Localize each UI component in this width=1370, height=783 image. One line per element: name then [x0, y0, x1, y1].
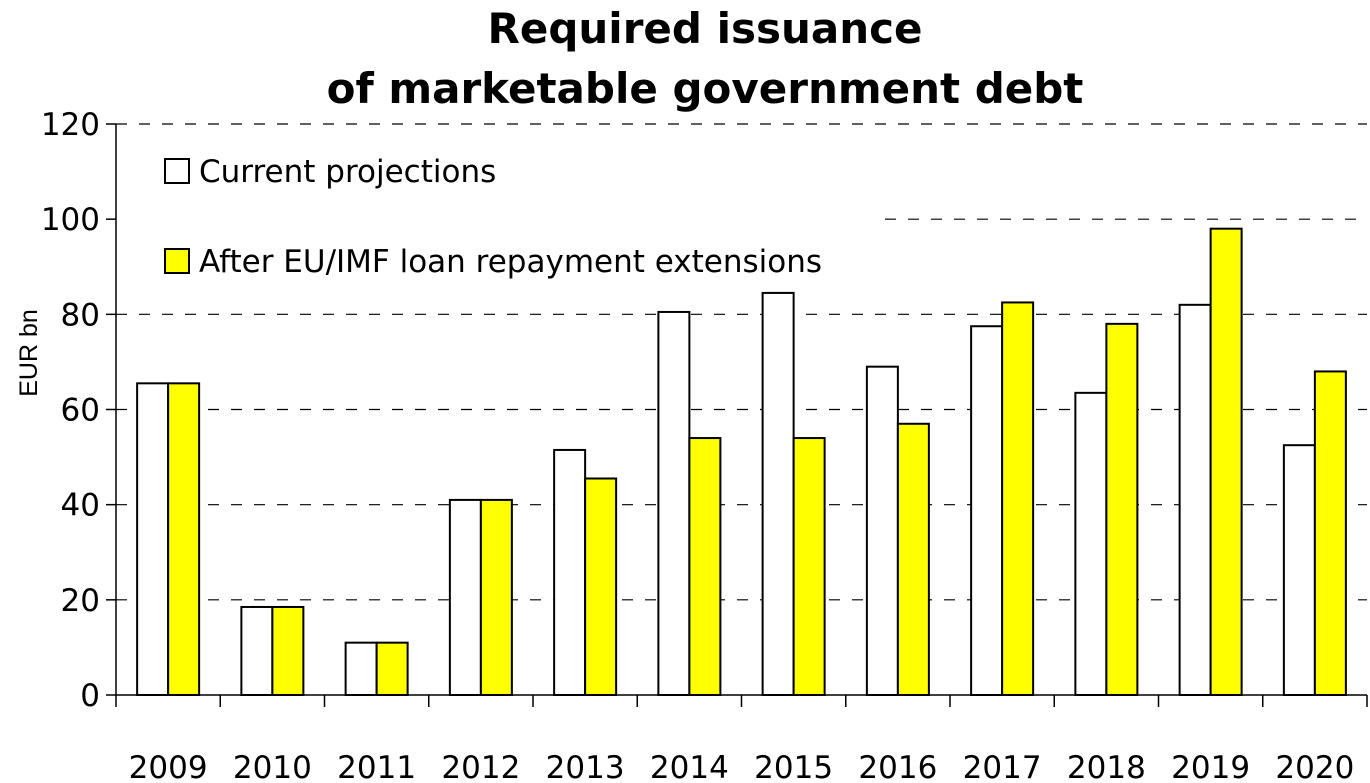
y-tick-label-40: 40: [61, 488, 100, 524]
x-tick-label-2015: 2015: [754, 750, 833, 783]
legend-swatch-after-eu-imf-extensions: [164, 248, 190, 274]
y-tick-label-20: 20: [61, 583, 100, 619]
bar-after-extensions-2019: [1209, 227, 1243, 697]
bar-after-extensions-2018: [1105, 322, 1139, 696]
y-tick-label-100: 100: [41, 202, 100, 238]
y-tick-label-0: 0: [80, 678, 100, 714]
gridlines: [116, 123, 1367, 601]
x-tick-label-2013: 2013: [546, 750, 625, 783]
bar-after-extensions-2015: [792, 437, 826, 696]
bar-current-projections-2015: [761, 291, 795, 696]
bar-after-extensions-2009: [167, 382, 201, 696]
bar-current-projections-2011: [344, 641, 378, 696]
bar-current-projections-2017: [970, 325, 1004, 696]
x-tick-label-2012: 2012: [441, 750, 520, 783]
x-tick-label-2018: 2018: [1067, 750, 1146, 783]
axes: [106, 123, 1368, 707]
chart-title-line-2: of marketable government debt: [327, 64, 1084, 113]
bar-after-extensions-2016: [896, 422, 930, 696]
bar-current-projections-2018: [1074, 391, 1108, 696]
bar-current-projections-2020: [1282, 444, 1316, 696]
legend-label-current-projections: Current projections: [199, 154, 496, 190]
x-tick-label-2019: 2019: [1171, 750, 1250, 783]
legend: Current projections After EU/IMF loan re…: [164, 154, 822, 280]
x-tick-label-2009: 2009: [129, 750, 208, 783]
legend-label-after-eu-imf-extensions: After EU/IMF loan repayment extensions: [199, 244, 822, 280]
x-tick-label-2016: 2016: [858, 750, 937, 783]
x-tick-label-2010: 2010: [233, 750, 312, 783]
x-tick-label-2020: 2020: [1275, 750, 1354, 783]
bar-current-projections-2016: [865, 365, 899, 696]
bar-current-projections-2009: [136, 382, 170, 696]
bars: [136, 227, 1347, 697]
bar-after-extensions-2014: [688, 437, 722, 696]
bar-current-projections-2014: [657, 310, 691, 696]
x-tick-label-2014: 2014: [650, 750, 729, 783]
bar-after-extensions-2010: [271, 605, 305, 696]
bar-after-extensions-2017: [1001, 301, 1035, 696]
x-tick-label-2017: 2017: [963, 750, 1042, 783]
bar-after-extensions-2012: [479, 498, 513, 696]
tick-labels: 0 20 40 60 80 100 120 2009 2010 2011 2012 2013 2014 2…: [41, 107, 1355, 783]
bar-after-extensions-2020: [1313, 370, 1347, 696]
bar-after-extensions-2011: [375, 641, 409, 696]
y-axis-label: EUR bn: [15, 309, 43, 397]
bar-current-projections-2019: [1178, 303, 1212, 696]
y-tick-label-60: 60: [61, 393, 100, 429]
bar-current-projections-2012: [448, 498, 482, 696]
x-tick-label-2011: 2011: [337, 750, 416, 783]
bar-current-projections-2013: [553, 448, 587, 696]
bar-after-extensions-2013: [584, 477, 618, 696]
bar-current-projections-2010: [240, 605, 274, 696]
chart-title-line-1: Required issuance: [488, 4, 923, 53]
y-tick-label-80: 80: [61, 297, 100, 333]
legend-swatch-current-projections: [164, 158, 190, 184]
y-tick-label-120: 120: [41, 107, 100, 143]
